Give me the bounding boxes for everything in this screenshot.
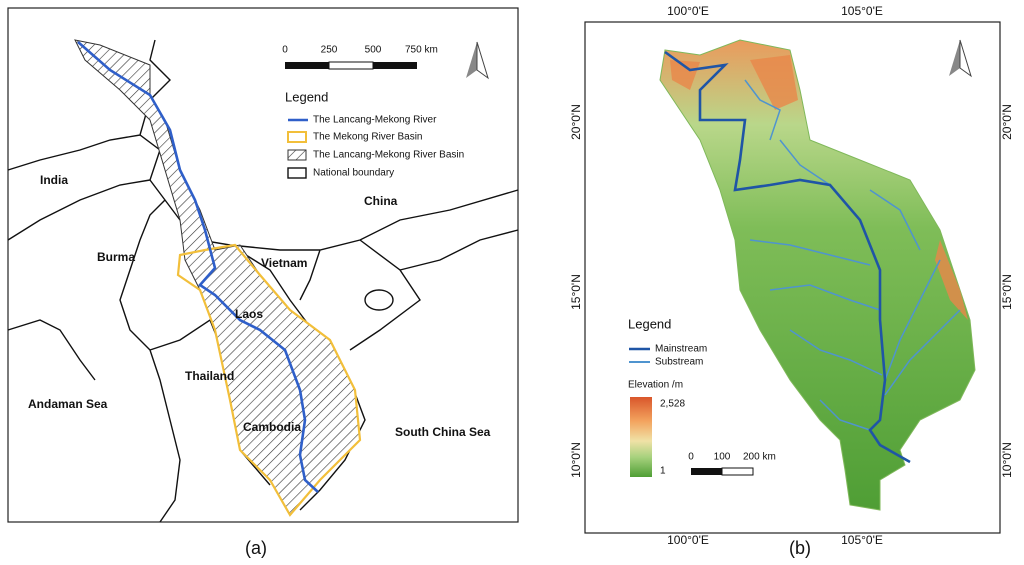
substream: [884, 259, 941, 381]
legend-item: National boundary: [313, 168, 394, 179]
caption: (b): [789, 538, 811, 558]
lat-label: 10°0'N: [1000, 442, 1014, 478]
lat-label: 20°0'N: [1000, 104, 1014, 140]
scale-label: 100: [714, 452, 731, 463]
substream: [779, 139, 831, 186]
scale-bar: 0 100 200 km: [688, 452, 776, 476]
panel-b: 100°0'E 105°0'E 100°0'E 105°0'E 20°0'N 1…: [569, 4, 1014, 558]
scale-label: 500: [365, 45, 382, 56]
lon-label: 105°0'E: [841, 4, 883, 18]
place-label: Thailand: [185, 369, 234, 383]
scale-label: 0: [688, 452, 694, 463]
substream: [819, 399, 871, 431]
legend: Legend The Lancang-Mekong River The Meko…: [285, 89, 464, 179]
place-label: Laos: [235, 307, 263, 321]
lon-label: 100°0'E: [667, 4, 709, 18]
substream: [869, 189, 921, 251]
place-label: South China Sea: [395, 425, 491, 439]
legend-title: Legend: [285, 89, 328, 104]
place-label: China: [364, 194, 398, 208]
substreams: [744, 79, 961, 431]
lat-label: 15°0'N: [1000, 274, 1014, 310]
elevation-max: 2,528: [660, 399, 685, 410]
lancang-mekong-river: [77, 41, 319, 493]
elevation-ramp: [630, 397, 652, 477]
legend-swatch: [287, 149, 307, 161]
place-label: India: [40, 173, 68, 187]
elevation-title: Elevation /m: [628, 380, 683, 391]
place-label: Andaman Sea: [28, 397, 108, 411]
north-arrow: [959, 39, 972, 78]
north-arrow: [466, 42, 477, 78]
mekong-basin: [176, 243, 362, 517]
lon-label: 100°0'E: [667, 533, 709, 547]
scale-label: 250: [321, 45, 338, 56]
scale-label: 750 km: [405, 45, 438, 56]
legend-item: The Lancang-Mekong River: [313, 115, 437, 126]
substream: [884, 309, 961, 396]
place-label: Burma: [97, 250, 135, 264]
legend-item: Substream: [655, 357, 703, 368]
caption: (a): [245, 538, 267, 558]
elevation-min: 1: [660, 466, 666, 477]
scale-segment: [328, 61, 374, 70]
place-label: Vietnam: [261, 256, 307, 270]
legend-item: Mainstream: [655, 344, 707, 355]
scale-label: 0: [282, 45, 288, 56]
substream: [769, 284, 881, 311]
lat-label: 20°0'N: [569, 104, 583, 140]
scale-segment: [373, 62, 417, 69]
legend-swatch: [287, 131, 307, 143]
legend-title: Legend: [628, 316, 671, 331]
lon-label: 105°0'E: [841, 533, 883, 547]
substream: [749, 239, 871, 266]
lat-label: 15°0'N: [569, 274, 583, 310]
scale-segment: [721, 467, 754, 476]
substream: [789, 329, 883, 376]
scale-label: 200 km: [743, 452, 776, 463]
scale-bar: 0 250 500 750 km: [282, 45, 438, 70]
scale-segment: [691, 468, 722, 475]
place-label: Cambodia: [243, 420, 301, 434]
north-arrow: [949, 40, 960, 76]
lat-label: 10°0'N: [569, 442, 583, 478]
substream: [744, 79, 781, 141]
legend: Legend Mainstream Substream Elevation /m…: [628, 316, 707, 477]
panel-a: 0 250 500 750 km Legend The Lancang-Meko…: [7, 7, 519, 558]
mainstream: [664, 50, 911, 464]
basin-elevation: [659, 39, 976, 511]
north-arrow: [476, 41, 489, 80]
legend-item: The Lancang-Mekong River Basin: [313, 150, 464, 161]
scale-segment: [285, 62, 329, 69]
legend-swatch: [287, 167, 307, 179]
legend-item: The Mekong River Basin: [313, 132, 423, 143]
